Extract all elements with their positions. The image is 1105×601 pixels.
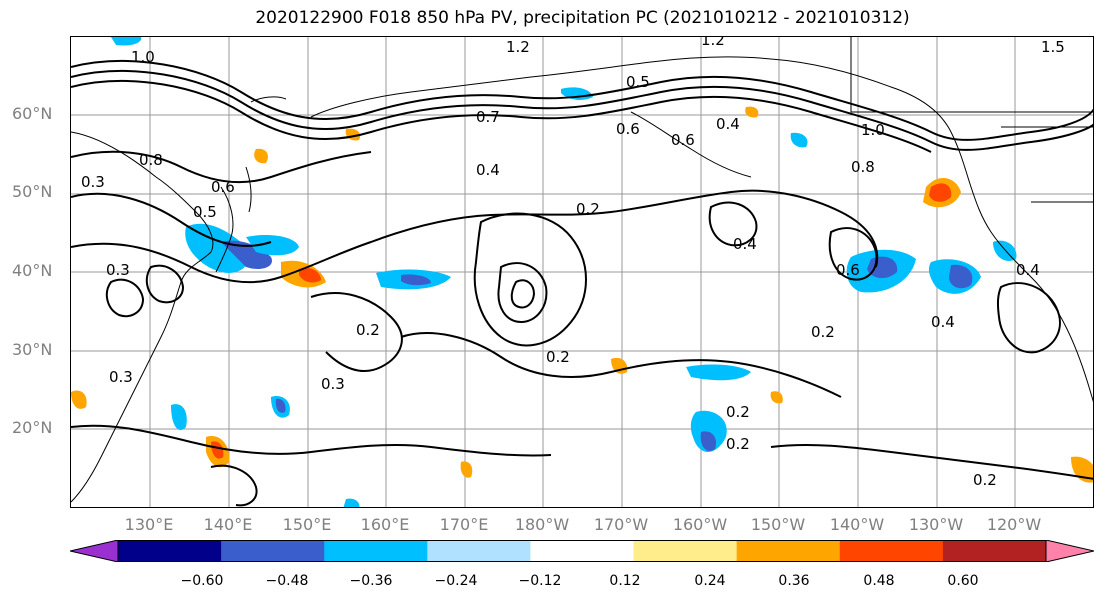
lat-label-50n: 50°N (12, 182, 53, 201)
contour-label: 0.8 (139, 151, 163, 169)
contour-label: 0.2 (973, 471, 997, 489)
colorbar-tick: −0.60 (180, 573, 224, 589)
contour-label: 0.4 (716, 115, 740, 133)
lat-label-40n: 40°N (12, 261, 53, 280)
map-panel: 1.0 1.2 1.2 1.5 0.5 0.7 0.6 0.4 1.0 0.8 … (70, 36, 1094, 508)
colorbar-swatch (324, 540, 428, 562)
contour-label: 1.0 (861, 121, 885, 139)
map-plot: 1.0 1.2 1.2 1.5 0.5 0.7 0.6 0.4 1.0 0.8 … (71, 37, 1093, 507)
colorbar-swatch (1045, 539, 1095, 563)
contour-labels: 1.0 1.2 1.2 1.5 0.5 0.7 0.6 0.4 1.0 0.8 … (81, 37, 1065, 489)
lon-label-150e: 150°E (282, 515, 332, 534)
colorbar-frame (117, 540, 1047, 562)
colorbar-tick: −0.24 (434, 573, 478, 589)
colorbar-tick: 0.36 (778, 573, 810, 589)
contour-label: 0.4 (476, 161, 500, 179)
colorbar-swatch (427, 540, 531, 562)
colorbar-swatch (736, 540, 841, 562)
colorbar-swatch (633, 540, 738, 562)
lon-label-170w: 170°W (593, 515, 649, 534)
contour-label: 0.7 (476, 108, 500, 126)
colorbar-swatches (69, 539, 1095, 563)
contour-label: 0.4 (1016, 261, 1040, 279)
colorbar-tick: 0.24 (694, 573, 726, 589)
contour-label: 1.2 (506, 38, 530, 56)
contour-label: 0.2 (576, 200, 600, 218)
contour-label: 0.6 (211, 178, 235, 196)
lat-label-60n: 60°N (12, 104, 53, 123)
colorbar-swatch (221, 540, 325, 562)
contour-label: 0.6 (616, 120, 640, 138)
colorbar-swatch (530, 540, 635, 562)
lon-label-180w: 180°W (514, 515, 570, 534)
precipitation-shading (71, 37, 1093, 507)
lon-label-160w: 160°W (672, 515, 728, 534)
lon-label-130w: 130°W (908, 515, 964, 534)
lat-label-30n: 30°N (12, 340, 53, 359)
contour-label: 0.2 (356, 321, 380, 339)
lon-label-170e: 170°E (439, 515, 489, 534)
lon-label-130e: 130°E (124, 515, 174, 534)
contour-label: 1.0 (131, 48, 155, 66)
contour-label: 0.4 (733, 235, 757, 253)
colorbar-tick: −0.36 (349, 573, 393, 589)
contour-label: 0.8 (851, 158, 875, 176)
colorbar-swatch (118, 540, 222, 562)
colorbar-swatch (839, 540, 944, 562)
lon-label-160e: 160°E (360, 515, 410, 534)
lat-label-20n: 20°N (12, 418, 53, 437)
contour-label: 0.5 (626, 73, 650, 91)
contour-label: 0.3 (81, 173, 105, 191)
colorbar-tick: 0.12 (609, 573, 641, 589)
pv-contours (71, 60, 1093, 507)
contour-label: 0.2 (811, 323, 835, 341)
contour-label: 0.2 (726, 435, 750, 453)
contour-label: 0.3 (321, 375, 345, 393)
figure-title: 2020122900 F018 850 hPa PV, precipitatio… (255, 8, 910, 28)
lon-label-150w: 150°W (750, 515, 806, 534)
colorbar-tick: 0.48 (863, 573, 895, 589)
colorbar-tick: 0.60 (947, 573, 979, 589)
contour-label: 1.5 (1041, 38, 1065, 56)
contour-label: 0.5 (193, 203, 217, 221)
lon-label-140w: 140°W (829, 515, 885, 534)
contour-label: 0.2 (546, 348, 570, 366)
contour-label: 0.3 (106, 261, 130, 279)
contour-label: 0.6 (836, 261, 860, 279)
contour-label: 0.2 (726, 403, 750, 421)
lon-label-140e: 140°E (203, 515, 253, 534)
contour-label: 1.2 (701, 37, 725, 49)
colorbar-swatch (942, 540, 1047, 562)
contour-label: 0.6 (671, 131, 695, 149)
contour-label: 0.4 (931, 313, 955, 331)
colorbar-swatch (69, 539, 119, 563)
contour-label: 0.3 (109, 368, 133, 386)
lon-label-120w: 120°W (986, 515, 1042, 534)
colorbar (69, 539, 1095, 563)
colorbar-tick: −0.12 (518, 573, 562, 589)
colorbar-tick: −0.48 (265, 573, 309, 589)
